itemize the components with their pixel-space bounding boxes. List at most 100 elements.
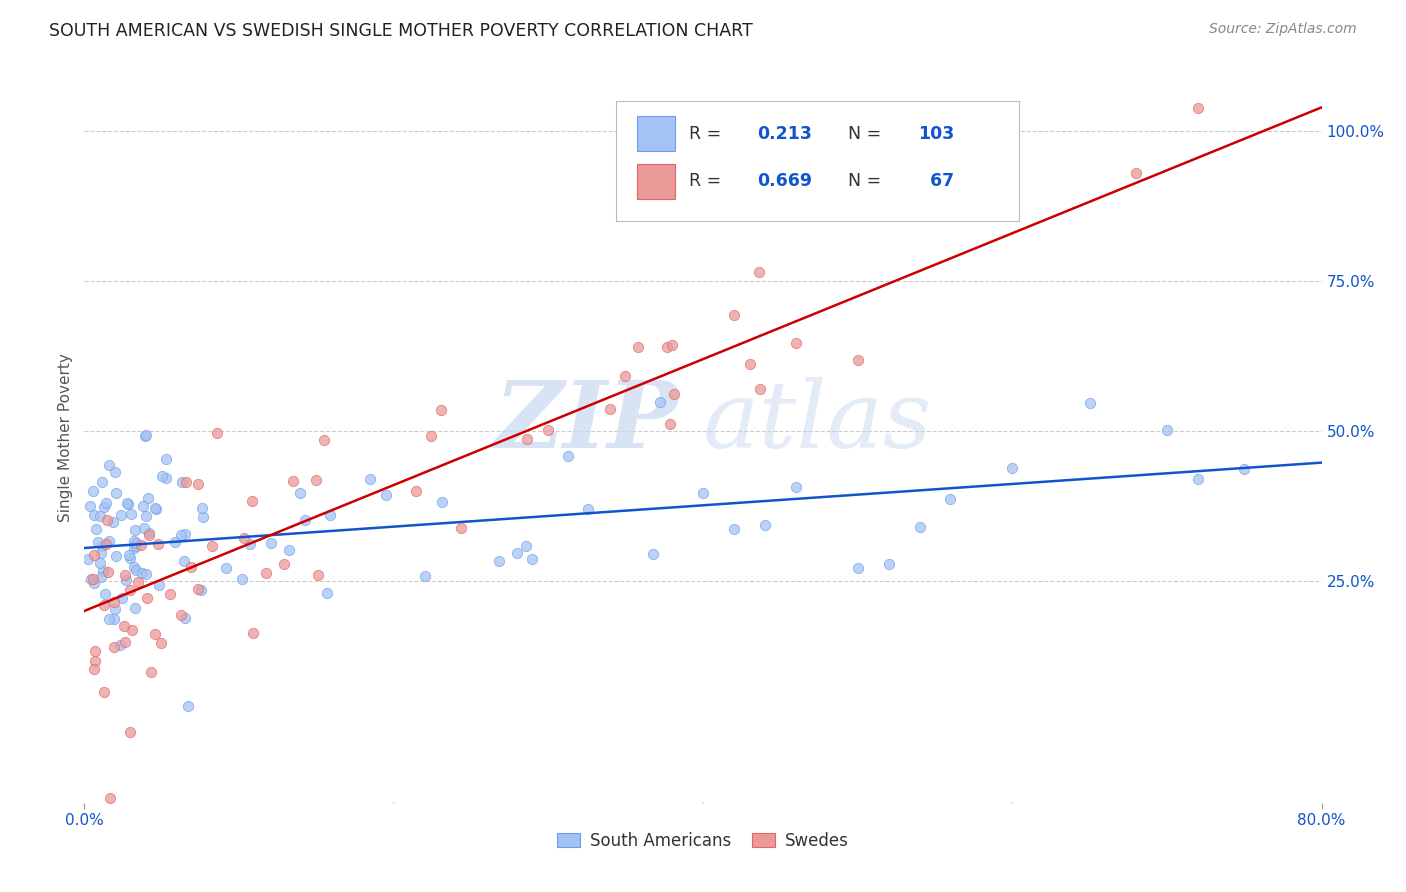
Point (94, 496, 117, 510)
Text: Source: ZipAtlas.com: Source: ZipAtlas.com (1209, 22, 1357, 37)
Point (259, 536, 281, 550)
Text: SOUTH AMERICAN VS SWEDISH SINGLE MOTHER POVERTY CORRELATION CHART: SOUTH AMERICAN VS SWEDISH SINGLE MOTHER … (49, 22, 754, 40)
FancyBboxPatch shape (616, 101, 1018, 221)
Point (1001, 461, 1024, 475)
Point (98, 458, 121, 473)
Point (506, 546, 529, 560)
Point (79, 499, 101, 513)
Point (748, 265, 770, 279)
Point (86, 535, 108, 549)
Point (114, 634, 136, 648)
Point (111, 591, 134, 605)
Point (419, 429, 441, 443)
Point (90, 547, 112, 561)
Point (187, 582, 209, 597)
Point (138, 526, 160, 541)
Point (537, 423, 560, 437)
Point (754, 518, 776, 533)
Point (515, 539, 537, 553)
Point (174, 475, 197, 489)
Point (307, 568, 329, 582)
Point (150, 636, 173, 650)
Point (112, 619, 135, 633)
Point (122, 541, 145, 555)
Bar (637, 163, 675, 199)
Point (103, 516, 125, 530)
Point (785, 335, 807, 350)
Point (173, 527, 195, 541)
Point (124, 523, 146, 537)
Point (190, 582, 212, 597)
Point (215, 561, 238, 575)
Point (143, 501, 166, 516)
Point (315, 586, 337, 600)
Point (148, 578, 170, 592)
Point (131, 566, 153, 580)
Point (83, 662, 105, 676)
Point (135, 566, 157, 581)
Text: N =: N = (848, 172, 887, 190)
Point (657, 340, 679, 354)
Point (846, 561, 869, 575)
Point (155, 471, 177, 485)
Point (846, 353, 869, 368)
Point (118, 582, 141, 597)
Point (627, 340, 650, 354)
Point (90, 570, 112, 584)
Point (77, 552, 100, 566)
Point (104, 486, 127, 500)
Point (117, 548, 139, 562)
Point (723, 522, 745, 536)
Text: 103: 103 (918, 125, 955, 143)
Point (155, 452, 177, 467)
Point (294, 513, 316, 527)
Point (89, 508, 111, 523)
Text: atlas: atlas (703, 377, 932, 467)
Point (93, 500, 115, 515)
Point (240, 494, 263, 508)
Point (254, 566, 277, 580)
Text: 0.669: 0.669 (758, 172, 813, 190)
Point (125, 536, 148, 550)
Point (120, 508, 142, 522)
Point (288, 485, 311, 500)
Point (159, 587, 181, 601)
Point (516, 432, 538, 446)
Point (174, 611, 197, 625)
Point (576, 502, 599, 516)
Point (170, 528, 193, 542)
Point (129, 538, 152, 552)
Point (738, 357, 761, 371)
Point (1187, 101, 1209, 115)
Point (877, 558, 900, 572)
Point (908, 520, 931, 534)
Point (83, 548, 105, 562)
Text: N =: N = (848, 125, 887, 143)
Point (135, 428, 157, 442)
Point (180, 560, 202, 574)
Point (84, 644, 107, 658)
Point (94, 587, 117, 601)
Point (115, 574, 138, 588)
Point (93, 598, 115, 612)
Point (83, 576, 105, 591)
Point (557, 449, 579, 463)
Point (150, 469, 173, 483)
Point (723, 308, 745, 322)
Text: R =: R = (689, 125, 727, 143)
Point (89, 556, 111, 570)
Point (648, 394, 671, 409)
Point (118, 550, 141, 565)
Point (163, 535, 186, 549)
Point (939, 492, 962, 507)
Point (91, 475, 114, 489)
Point (110, 638, 132, 652)
Y-axis label: Single Mother Poverty: Single Mother Poverty (58, 352, 73, 522)
Point (103, 640, 125, 654)
Point (785, 480, 807, 494)
Point (98, 791, 121, 805)
Point (97, 533, 120, 548)
Point (207, 425, 229, 440)
Point (170, 608, 193, 623)
Point (138, 528, 160, 542)
